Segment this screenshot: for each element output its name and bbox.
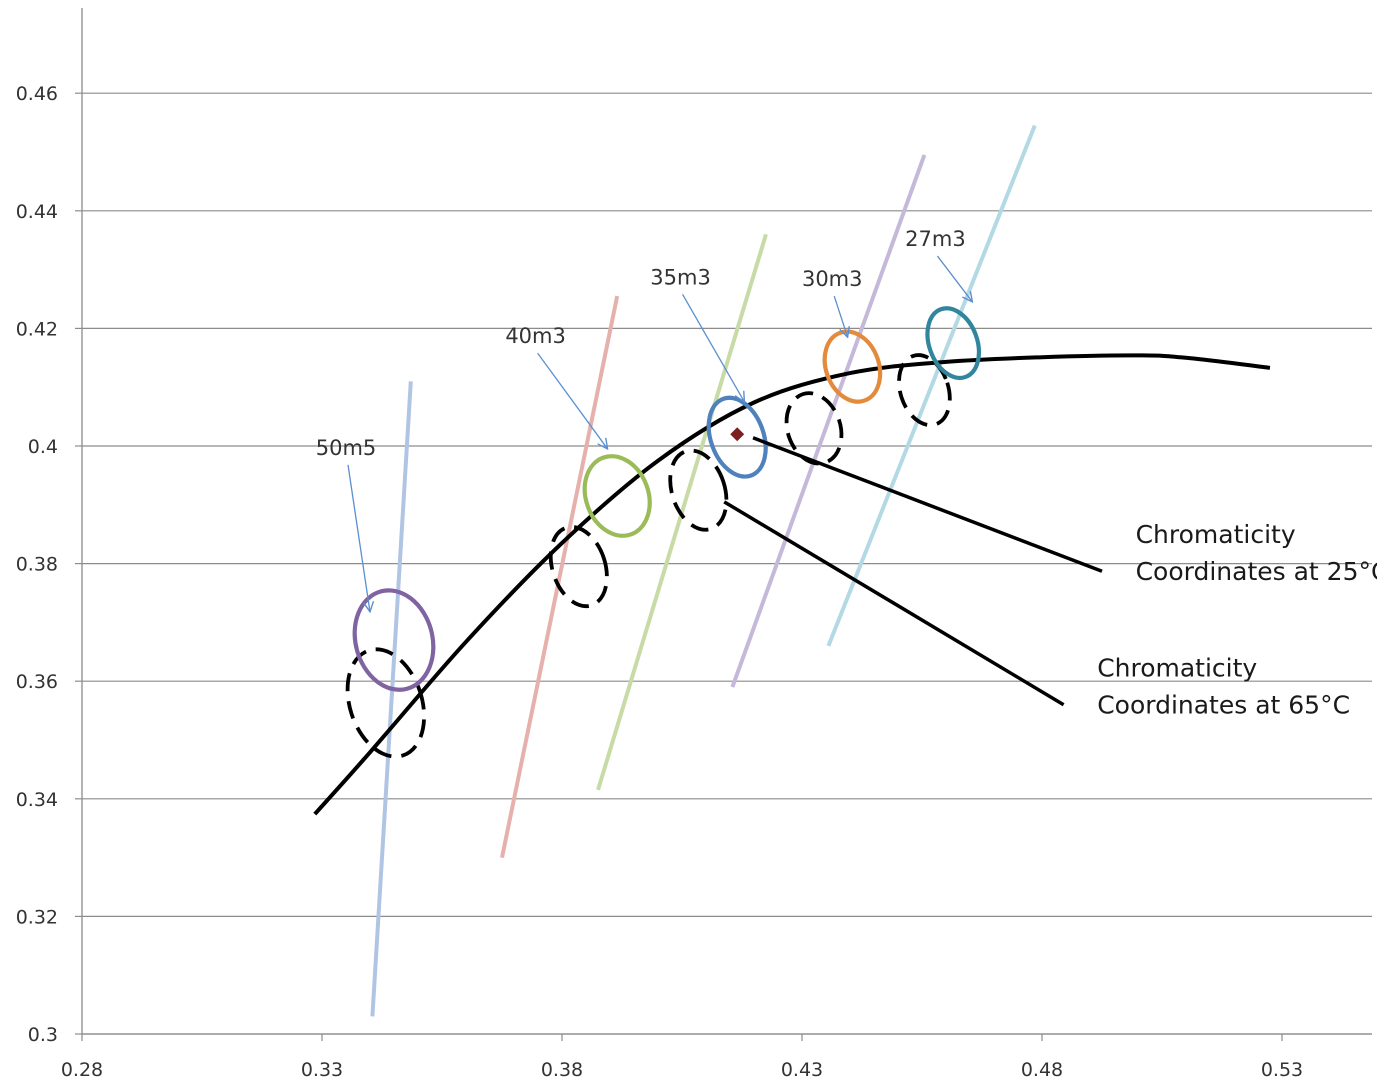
x-tick-label-2: 0.38	[541, 1059, 583, 1081]
ellipse-65c-3	[784, 391, 844, 466]
ellipse-labels: 50m5 40m3 35m3 30m3 27m3	[316, 227, 973, 612]
ellipse-arrow-40m3	[537, 352, 608, 449]
ellipse-label-27m3: 27m3	[905, 227, 966, 251]
y-tick-label-8: 0.46	[16, 83, 58, 105]
chromaticity-marker	[728, 425, 747, 444]
callout-label-0-0: Chromaticity	[1136, 520, 1296, 549]
y-tick-label-1: 0.32	[16, 906, 58, 928]
y-tick-label-5: 0.4	[28, 436, 58, 458]
ellipse-65c-1	[548, 524, 609, 609]
x-tick-label-4: 0.48	[1021, 1059, 1063, 1081]
isotherm-line-4	[826, 124, 1037, 647]
planckian-locus-curve	[313, 353, 1271, 816]
grid-lines	[82, 92, 1372, 1035]
isotherm-line-0	[370, 381, 413, 1017]
ellipses-65c	[345, 353, 952, 759]
y-tick-label-2: 0.34	[16, 789, 58, 811]
ellipses-25c	[352, 306, 981, 692]
y-tick-label-6: 0.42	[16, 318, 58, 340]
callout-line-0	[752, 436, 1103, 573]
y-tick-label-4: 0.38	[16, 554, 58, 576]
axes	[81, 8, 1372, 1035]
callout-label-0-1: Coordinates at 25°C	[1136, 557, 1377, 586]
x-tick-label-0: 0.28	[61, 1059, 103, 1081]
ellipse-65c-0	[345, 647, 426, 759]
callout-label-1-0: Chromaticity	[1097, 653, 1257, 682]
ellipse-arrow-27m3	[936, 255, 972, 302]
ellipse-label-35m3: 35m3	[650, 265, 711, 289]
isotherm-line-3	[730, 154, 927, 688]
callouts: Chromaticity Coordinates at 25°C Chromatic…	[723, 436, 1377, 719]
ellipse-25c-27m3	[925, 306, 981, 381]
isotherm-lines	[370, 124, 1037, 1017]
callout-line-1	[723, 500, 1065, 707]
y-tick-label-3: 0.36	[16, 671, 58, 693]
x-tick-label-3: 0.43	[781, 1059, 823, 1081]
ellipse-25c-40m3	[582, 454, 652, 538]
y-tick-label-0: 0.3	[28, 1024, 58, 1046]
ellipse-65c-2	[668, 448, 729, 532]
isotherm-line-1	[500, 295, 620, 859]
ellipse-25c-35m3	[706, 395, 768, 479]
callout-label-1-1: Coordinates at 65°C	[1097, 690, 1350, 719]
ellipse-arrow-30m3	[833, 295, 847, 337]
y-tick-label-7: 0.44	[16, 201, 58, 223]
ellipse-arrow-50m5	[347, 464, 370, 612]
ellipse-label-30m3: 30m3	[802, 267, 863, 291]
ellipse-label-50m5: 50m5	[316, 436, 377, 460]
ellipse-65c-4	[897, 353, 952, 428]
isotherm-line-2	[596, 233, 768, 791]
markers	[728, 425, 747, 444]
ellipse-label-40m3: 40m3	[505, 324, 566, 348]
ellipse-25c-30m3	[822, 329, 883, 404]
x-tick-label-1: 0.33	[301, 1059, 343, 1081]
tick-labels: 0.3 0.32 0.34 0.36 0.38 0.4 0.42 0.44 0.46 0.28 0.…	[16, 83, 1303, 1081]
x-tick-label-5: 0.53	[1261, 1059, 1303, 1081]
planckian-locus	[313, 353, 1271, 816]
ellipse-25c-50m5	[352, 588, 436, 692]
ellipse-arrow-35m3	[681, 293, 745, 402]
